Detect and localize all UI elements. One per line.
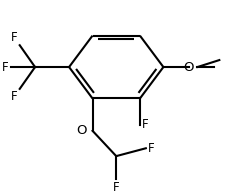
Text: O: O	[183, 61, 194, 74]
Text: F: F	[142, 118, 149, 131]
Text: F: F	[2, 61, 9, 74]
Text: F: F	[113, 181, 120, 194]
Text: F: F	[11, 31, 18, 44]
Text: F: F	[11, 90, 18, 103]
Text: O: O	[76, 124, 87, 137]
Text: F: F	[148, 142, 155, 155]
